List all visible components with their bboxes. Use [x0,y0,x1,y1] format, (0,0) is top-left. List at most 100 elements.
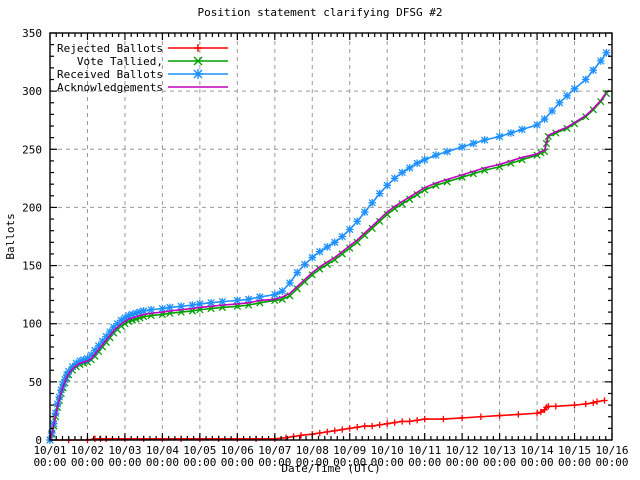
series-2 [46,48,611,444]
marker-star [353,217,362,226]
marker-star [293,268,302,277]
marker-plus [515,411,522,418]
marker-plus [361,422,368,430]
y-tick-label: 200 [22,201,42,214]
x-tick-label-time: 00:00 [108,456,141,469]
marker-star [602,48,611,57]
marker-star [285,279,294,287]
x-tick-label-time: 00:00 [333,456,366,469]
marker-star [480,136,489,144]
y-axis: 0 50 100 150 200 250 300 350 [22,27,612,447]
y-axis-title: Ballots [4,213,17,259]
marker-star [458,143,466,151]
legend-marker-star [193,69,203,79]
marker-star [570,85,579,93]
y-tick-label: 350 [22,27,42,40]
marker-plus [354,424,361,431]
x-tick-label-date: 10/10 [371,444,404,457]
marker-plus [590,399,597,406]
marker-x [338,250,346,258]
marker-plus [458,414,466,422]
x-tick-label-date: 10/06 [221,444,254,457]
x-tick-label-time: 00:00 [221,456,254,469]
x-axis: 10/0100:0010/0200:0010/0300:0010/0400:00… [33,33,629,469]
marker-star [106,328,114,336]
y-tick-label: 50 [29,376,42,389]
marker-star [244,295,253,304]
series-3 [49,91,608,441]
marker-plus [97,435,104,443]
marker-x [540,147,549,156]
x-tick-label-date: 10/04 [146,444,179,457]
marker-plus [398,418,406,425]
series-line [49,91,608,441]
marker-plus [376,421,383,429]
marker-star [139,307,148,315]
marker-star [596,57,605,65]
x-tick-label-date: 10/01 [33,444,66,457]
marker-star [158,304,167,313]
marker-plus [413,417,421,424]
marker-plus [346,425,353,432]
marker-x [406,195,414,203]
x-tick-label-date: 10/12 [446,444,479,457]
legend-label: Rejected Ballots [57,42,163,55]
marker-star [233,296,242,305]
marker-star [256,293,264,301]
marker-star [405,164,414,172]
legend-label: Vote Tallied, [77,55,163,68]
marker-star [518,125,526,134]
marker-star [177,302,185,311]
x-tick-label-date: 10/02 [71,444,104,457]
marker-x [331,256,339,264]
marker-plus [339,426,346,433]
marker-star [132,309,140,318]
x-axis-title: Date/Time (UTC) [281,462,380,475]
legend-marker-x [193,56,203,66]
x-tick-label-date: 10/08 [296,444,329,457]
marker-plus [552,403,559,410]
marker-star [563,91,571,100]
y-tick-label: 300 [22,85,42,98]
marker-star [533,121,541,129]
x-tick-label-time: 00:00 [483,456,516,469]
marker-star [136,308,144,316]
legend-label: Acknowledgements [57,81,163,94]
x-tick-label-date: 10/11 [408,444,441,457]
marker-star [555,98,564,107]
marker-plus [601,397,608,404]
marker-x [398,200,406,208]
marker-star [72,359,81,368]
marker-star [64,367,73,376]
marker-star [589,66,598,75]
marker-star [432,151,440,159]
marker-star [98,337,107,345]
marker-star [390,174,399,183]
marker-star [271,290,279,299]
marker-star [87,351,96,359]
x-tick-label-time: 00:00 [521,456,554,469]
legend-label: Received Ballots [57,68,163,81]
marker-star [507,129,515,137]
series-markers [46,48,611,444]
x-tick-label-time: 00:00 [558,456,591,469]
marker-star [61,375,69,384]
marker-star [338,232,347,241]
x-tick-label-date: 10/05 [183,444,216,457]
marker-star [166,303,174,312]
marker-star [196,300,204,308]
marker-star [128,310,137,319]
marker-x [589,106,597,114]
y-tick-label: 100 [22,318,42,331]
marker-star [278,287,287,295]
marker-x [293,285,301,293]
y-tick-label: 150 [22,260,42,273]
marker-star [368,198,377,207]
x-tick-label-date: 10/09 [333,444,366,457]
x-tick-label-date: 10/13 [483,444,516,457]
marker-star [113,319,122,328]
marker-star [76,357,84,365]
